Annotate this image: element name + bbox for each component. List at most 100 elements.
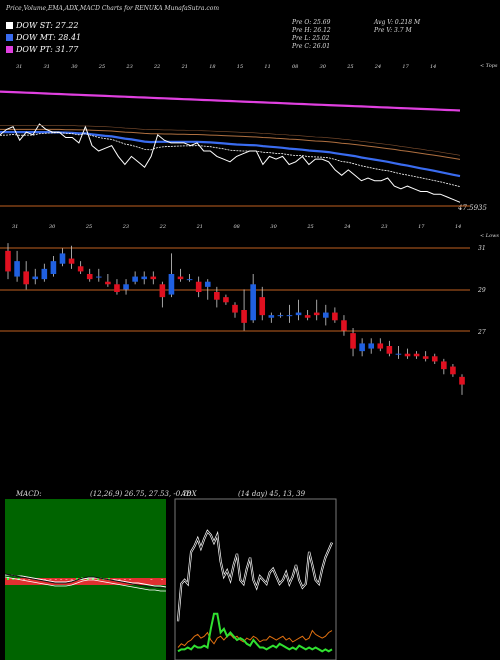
- candle-body: [395, 353, 402, 355]
- adx-line-inner: [177, 530, 333, 622]
- top-low-value-label: 47.5935: [458, 204, 487, 212]
- price-date-tick: 08: [233, 224, 240, 230]
- top-date-tick: 30: [71, 64, 78, 70]
- candle-body: [404, 353, 411, 357]
- candle-body: [204, 281, 211, 287]
- adx-label: ADX: [181, 490, 197, 498]
- macd-line: [4, 573, 166, 589]
- candle-body: [313, 312, 320, 316]
- price-date-tick: 23: [122, 224, 130, 230]
- candle-body: [341, 320, 347, 331]
- candle-body: [141, 276, 147, 280]
- candle-body: [450, 366, 456, 375]
- candle-body: [359, 343, 365, 352]
- price-label-29: 29: [478, 287, 486, 294]
- candle-body: [250, 284, 256, 321]
- candle-body: [368, 343, 374, 349]
- candle-body: [295, 312, 302, 316]
- adx-params: (14 day) 45, 13, 39: [238, 490, 306, 498]
- dow-mt-legend: DOW MT: 28.41: [6, 33, 81, 42]
- candle-body: [304, 315, 311, 318]
- ema-long-line: [0, 128, 461, 160]
- candle-body: [259, 297, 266, 316]
- candle-body: [413, 353, 420, 357]
- adx-panel-bg: [174, 498, 337, 660]
- top-date-tick: 31: [16, 64, 23, 70]
- avg-volume: Avg V: 0.218 M: [374, 19, 421, 26]
- top-date-tick: 22: [154, 64, 161, 70]
- candle-body: [68, 258, 75, 264]
- candle-body: [123, 284, 129, 290]
- candle-body: [214, 292, 220, 300]
- candle-body: [132, 276, 138, 282]
- price-date-tick: 14: [455, 224, 462, 230]
- candle-body: [59, 253, 66, 264]
- candle-body: [86, 274, 93, 280]
- candle-body: [268, 315, 275, 318]
- macd-label: MACD:: [16, 490, 42, 498]
- macd-panel: [4, 573, 167, 592]
- price-date-tick: 30: [270, 224, 277, 230]
- price-line: [0, 123, 461, 203]
- top-date-tick: 21: [181, 64, 188, 70]
- candle-body: [50, 261, 57, 274]
- candle-body: [241, 310, 247, 323]
- dow-pt-legend: DOW PT: 31.77: [6, 45, 78, 54]
- top-date-tick: 08: [292, 64, 299, 70]
- ema-short-line: [0, 132, 461, 187]
- ema-top-panel: [0, 90, 461, 203]
- candle-body: [32, 276, 39, 280]
- candle-body: [23, 271, 29, 285]
- minus-di-line: [177, 612, 333, 653]
- candle-body: [223, 297, 229, 303]
- candle-body: [377, 343, 384, 349]
- tops-label: < Tops: [480, 63, 498, 69]
- price-candles: [5, 243, 465, 395]
- macd-params: (12,26,9) 26.75, 27.53, -0.78: [90, 490, 192, 498]
- price-date-tick: 17: [418, 224, 425, 230]
- candle-body: [150, 276, 157, 280]
- dow-st-swatch: [6, 22, 13, 29]
- candle-body: [431, 356, 438, 362]
- candle-body: [41, 268, 48, 280]
- price-date-tick: 24: [344, 224, 351, 230]
- candle-body: [350, 333, 356, 349]
- candle-body: [96, 276, 102, 278]
- macd-lower-line: [4, 576, 166, 592]
- candle-body: [232, 304, 238, 313]
- prev-volume: Pre V: 3.7 M: [374, 27, 412, 34]
- price-date-tick: 30: [48, 224, 56, 230]
- price-date-tick: 31: [12, 224, 19, 230]
- top-date-tick: 30: [319, 64, 326, 70]
- price-label-27: 27: [478, 329, 486, 336]
- top-date-tick: 14: [430, 64, 437, 70]
- macd-signal-line: [5, 574, 167, 588]
- top-date-tick: 25: [347, 64, 354, 70]
- ema-mid-line: [0, 131, 461, 178]
- price-date-tick: 22: [159, 224, 167, 230]
- prev-low: Pre L: 25.02: [292, 35, 330, 42]
- candle-body: [186, 279, 193, 281]
- prev-close: Pre C: 26.01: [292, 43, 331, 50]
- prev-high: Pre H: 26.12: [292, 27, 331, 34]
- candle-body: [177, 276, 184, 280]
- candle-body: [77, 266, 84, 272]
- dow-mt-swatch: [6, 34, 13, 41]
- top-date-tick: 24: [374, 64, 382, 70]
- top-date-tick: 31: [43, 64, 50, 70]
- plus-di-line: [177, 629, 333, 648]
- price-label-31: 31: [478, 245, 486, 252]
- dow-st-legend: DOW ST: 27.22: [6, 21, 78, 30]
- price-date-tick: 25: [307, 224, 314, 230]
- candle-body: [286, 315, 293, 317]
- candle-body: [441, 361, 447, 370]
- candle-body: [168, 274, 175, 295]
- ema-long-band-line: [0, 125, 461, 156]
- prev-open: Pre O: 25.69: [292, 19, 331, 26]
- candle-body: [386, 346, 393, 354]
- candle-body: [5, 250, 11, 272]
- top-date-tick: 15: [236, 64, 244, 70]
- candle-body: [422, 356, 429, 359]
- top-date-tick: 17: [402, 64, 409, 70]
- price-date-tick: 25: [85, 224, 93, 230]
